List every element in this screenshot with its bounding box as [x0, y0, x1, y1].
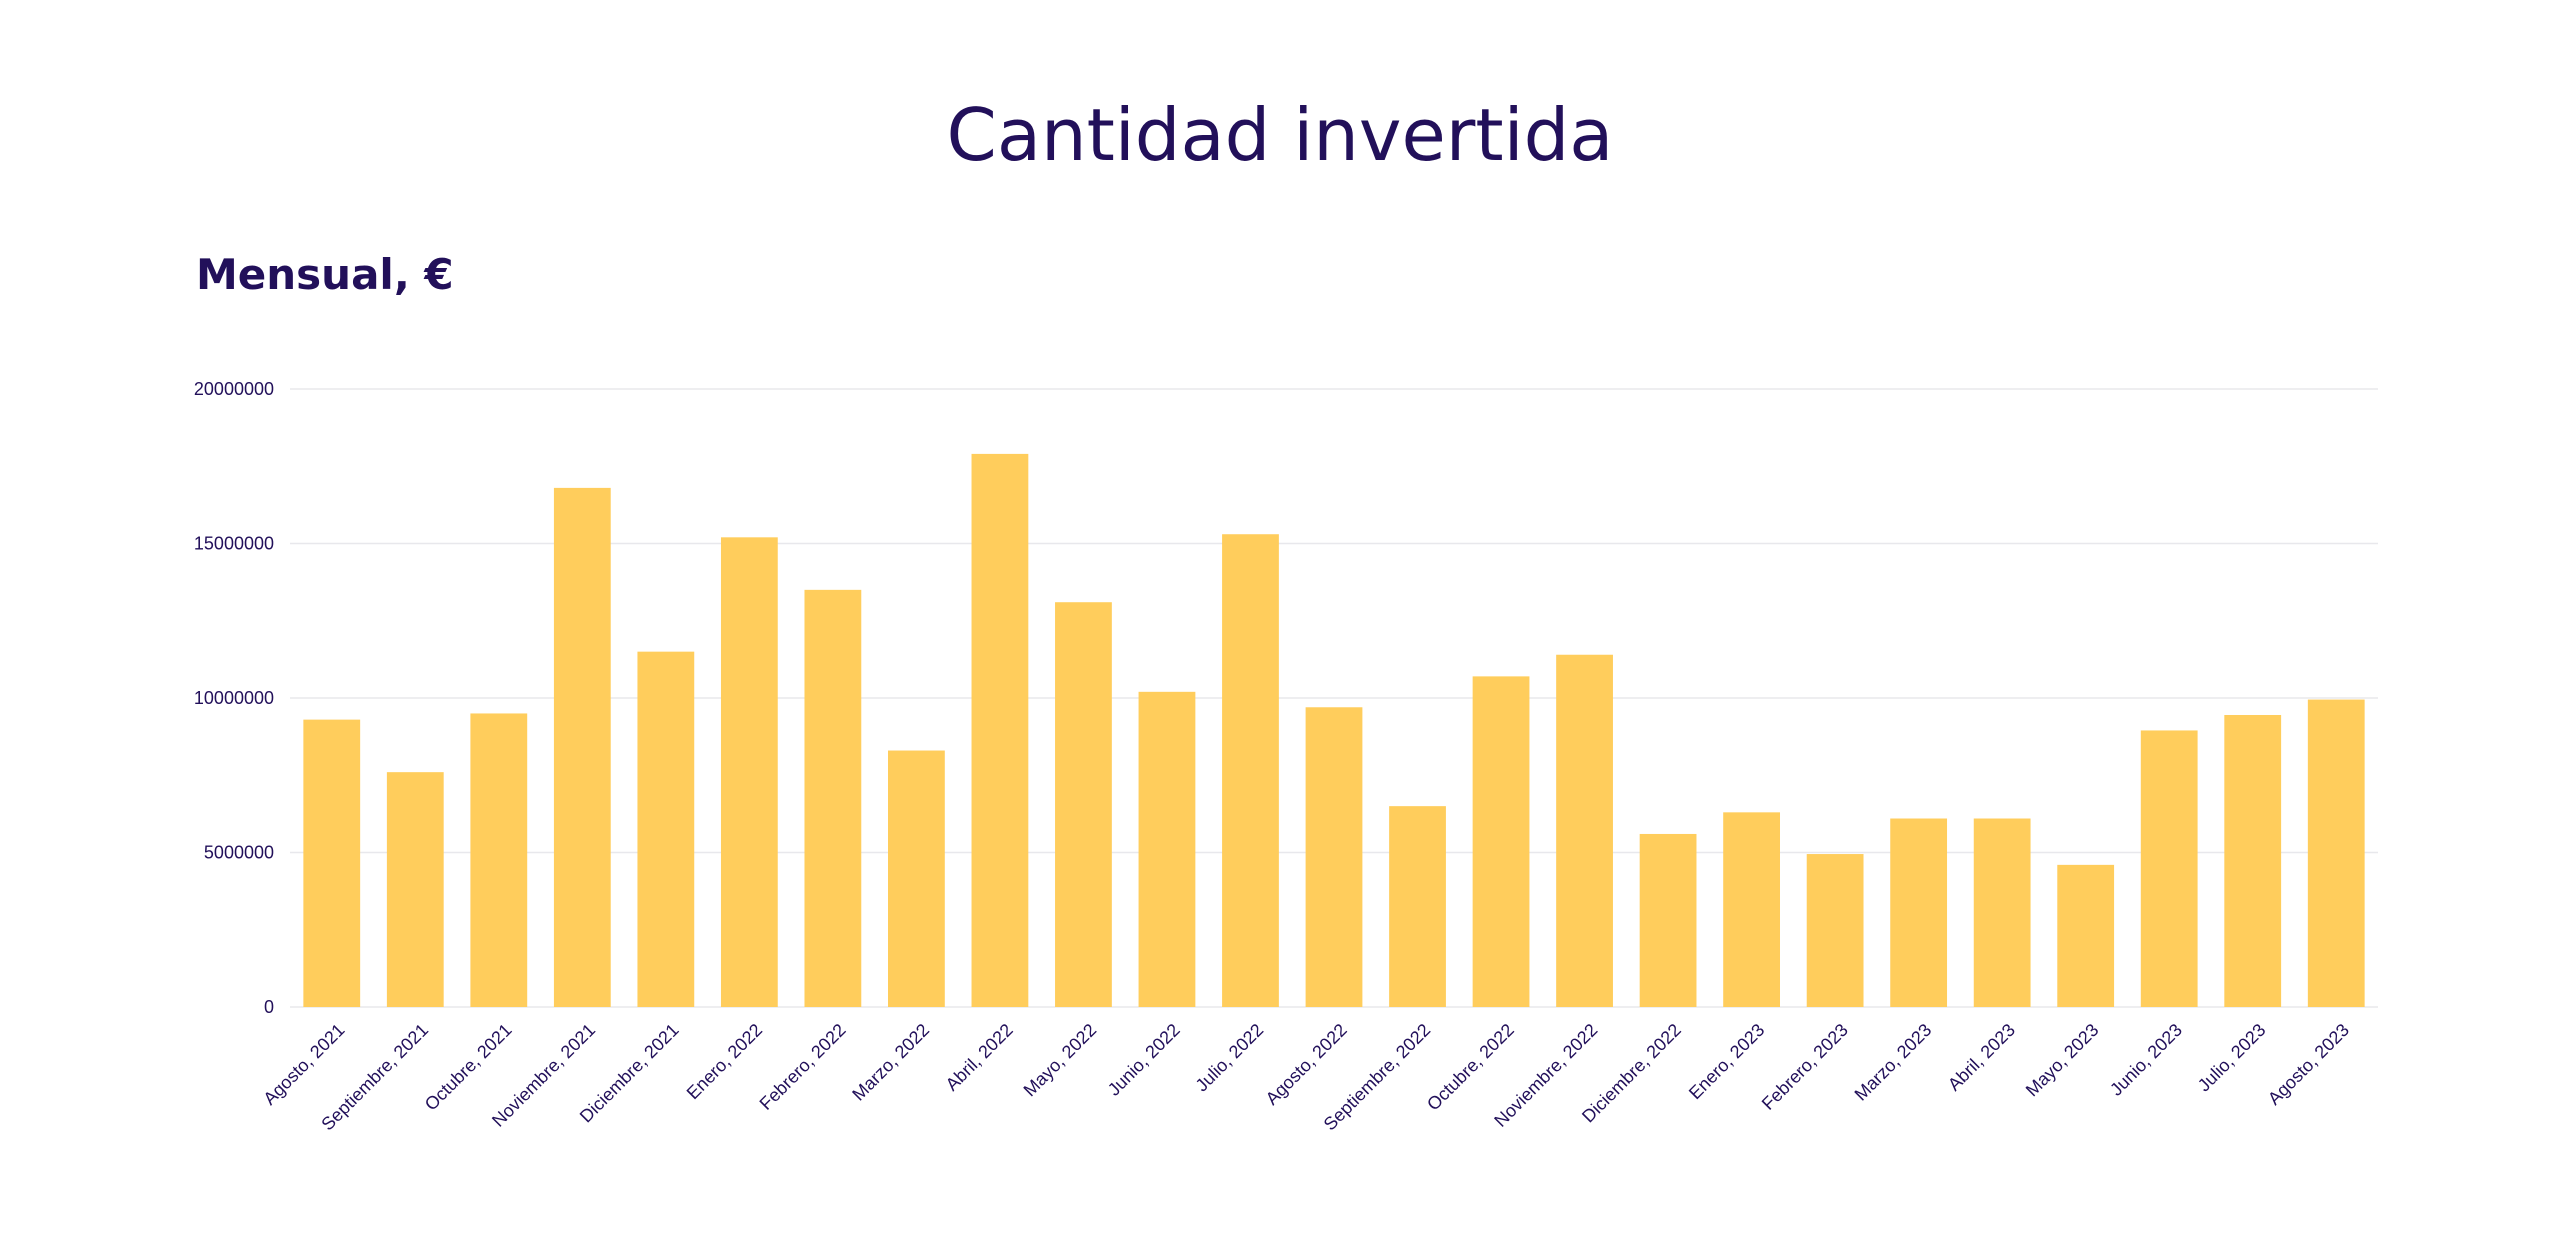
y-tick-label: 10000000: [194, 688, 274, 708]
bar[interactable]: [470, 713, 528, 1007]
bar[interactable]: [971, 453, 1029, 1007]
x-category-label: Enero, 2023: [1685, 1020, 1768, 1103]
bar[interactable]: [720, 537, 778, 1007]
y-tick-label: 15000000: [194, 534, 274, 554]
bar[interactable]: [2140, 730, 2198, 1007]
bar[interactable]: [553, 487, 611, 1007]
y-axis-ticks: 0 5000000 10000000 15000000 20000000: [194, 379, 274, 1017]
bar[interactable]: [2057, 864, 2115, 1007]
y-tick-label: 0: [264, 997, 274, 1017]
y-tick-label: 5000000: [204, 843, 274, 863]
x-category-label: Enero, 2022: [683, 1020, 766, 1103]
bar[interactable]: [2307, 699, 2365, 1007]
x-category-label: Octubre, 2022: [1423, 1020, 1518, 1115]
x-category-label: Abril, 2022: [942, 1020, 1017, 1095]
x-category-label: Junio, 2022: [1104, 1020, 1184, 1100]
bar[interactable]: [1472, 676, 1530, 1007]
x-category-label: Febrero, 2022: [756, 1020, 850, 1114]
bar[interactable]: [637, 651, 695, 1007]
page-title: Cantidad invertida: [946, 93, 1614, 177]
x-category-label: Octubre, 2021: [421, 1020, 516, 1115]
x-category-label: Agosto, 2021: [259, 1020, 348, 1109]
bar[interactable]: [1305, 707, 1363, 1007]
x-category-label: Marzo, 2023: [1851, 1020, 1936, 1105]
bar[interactable]: [303, 719, 361, 1007]
x-category-label: Junio, 2023: [2106, 1020, 2186, 1100]
bar[interactable]: [1806, 854, 1864, 1007]
bar[interactable]: [1138, 691, 1196, 1007]
y-tick-label: 20000000: [194, 379, 274, 399]
x-category-label: Agosto, 2022: [1262, 1020, 1351, 1109]
x-category-label: Marzo, 2022: [848, 1020, 933, 1105]
bar[interactable]: [1389, 806, 1446, 1007]
bars: [303, 453, 2365, 1007]
bar[interactable]: [1890, 818, 1948, 1007]
x-category-label: Agosto, 2023: [2264, 1020, 2353, 1109]
x-category-label: Julio, 2023: [2194, 1020, 2270, 1096]
bar[interactable]: [888, 750, 945, 1007]
bar[interactable]: [2224, 714, 2282, 1007]
x-category-label: Mayo, 2022: [1020, 1020, 1101, 1101]
bar[interactable]: [1222, 534, 1279, 1007]
bar[interactable]: [1973, 818, 2031, 1007]
chart-subtitle: Mensual, €: [196, 250, 454, 299]
bar[interactable]: [386, 772, 444, 1007]
x-category-label: Febrero, 2023: [1758, 1020, 1852, 1114]
bar[interactable]: [1723, 812, 1780, 1007]
x-category-label: Julio, 2022: [1192, 1020, 1268, 1096]
bar[interactable]: [1556, 654, 1613, 1007]
x-category-label: Abril, 2023: [1944, 1020, 2019, 1095]
x-category-label: Mayo, 2023: [2022, 1020, 2103, 1101]
bar[interactable]: [1639, 833, 1697, 1007]
bar[interactable]: [804, 589, 862, 1007]
bar[interactable]: [1055, 602, 1112, 1007]
